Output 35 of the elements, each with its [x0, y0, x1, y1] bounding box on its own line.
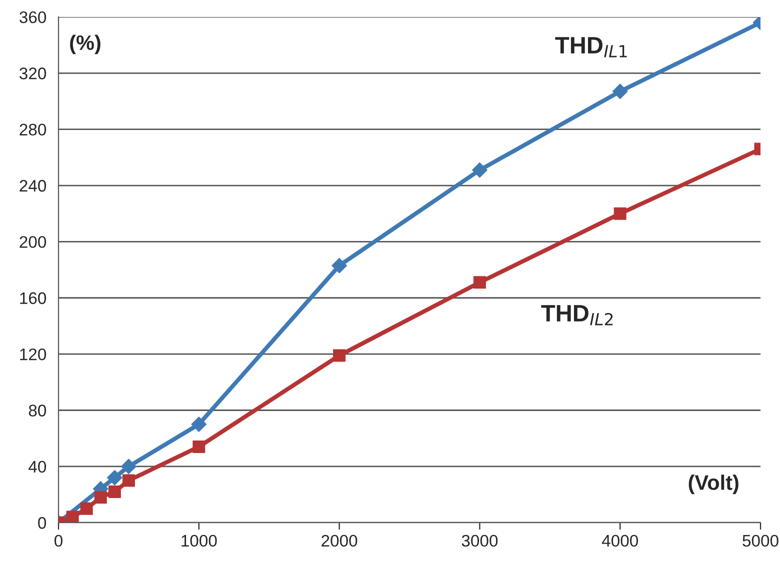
- x-tick-label: 3000: [462, 534, 498, 547]
- x-tick-label: 4000: [602, 534, 638, 547]
- point: [94, 491, 107, 504]
- x-tick-label: 2000: [322, 534, 358, 547]
- y-tick-label: 0: [38, 517, 46, 529]
- x-axis-title: (Volt): [688, 474, 738, 494]
- y-tick-label: 360: [20, 11, 46, 24]
- point: [191, 416, 206, 432]
- series-label: THD$_{IL1}$: [555, 37, 627, 58]
- point: [472, 162, 488, 178]
- x-tick-label: 1000: [182, 534, 217, 547]
- y-tick-label: 120: [20, 348, 46, 360]
- point: [107, 470, 122, 486]
- point: [612, 84, 628, 99]
- y-tick-label: 280: [20, 124, 46, 136]
- point: [333, 349, 346, 362]
- x-tick-label: 0: [54, 534, 62, 547]
- point: [80, 502, 93, 515]
- point: [66, 510, 79, 523]
- y-tick-label: 320: [20, 68, 46, 80]
- point: [121, 458, 136, 474]
- point: [108, 485, 121, 498]
- point: [332, 258, 347, 274]
- point: [122, 474, 135, 487]
- point: [473, 276, 486, 289]
- point: [614, 207, 626, 220]
- y-axis-title: (%): [70, 34, 100, 54]
- x-tick-label: 5000: [742, 534, 778, 547]
- y-tick-label: 80: [28, 404, 46, 416]
- y-tick-label: 240: [20, 180, 46, 192]
- y-tick-label: 200: [20, 236, 46, 248]
- y-tick-label: 160: [20, 292, 46, 304]
- y-tick-label: 40: [28, 460, 46, 473]
- point: [192, 440, 206, 454]
- text: THD$_{IL2}$: [541, 305, 613, 326]
